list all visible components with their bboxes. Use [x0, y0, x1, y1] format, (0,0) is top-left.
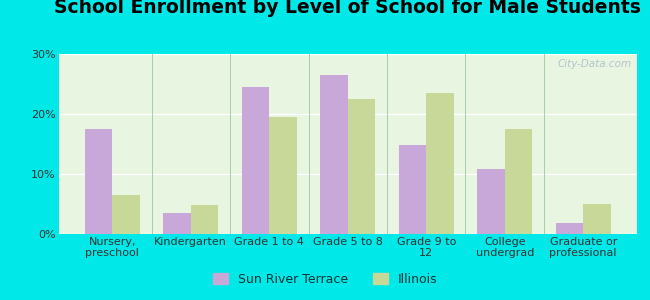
- Bar: [556, 223, 583, 234]
- Bar: [112, 195, 140, 234]
- Text: City-Data.com: City-Data.com: [557, 59, 631, 69]
- Bar: [398, 145, 426, 234]
- Bar: [84, 129, 112, 234]
- Legend: Sun River Terrace, Illinois: Sun River Terrace, Illinois: [207, 268, 443, 291]
- Bar: [426, 93, 454, 234]
- Bar: [269, 117, 297, 234]
- Bar: [163, 213, 190, 234]
- Bar: [190, 205, 218, 234]
- Title: School Enrollment by Level of School for Male Students: School Enrollment by Level of School for…: [55, 0, 641, 17]
- Bar: [505, 129, 532, 234]
- Bar: [583, 204, 611, 234]
- Bar: [242, 87, 269, 234]
- Bar: [477, 169, 505, 234]
- Bar: [320, 75, 348, 234]
- Bar: [348, 99, 375, 234]
